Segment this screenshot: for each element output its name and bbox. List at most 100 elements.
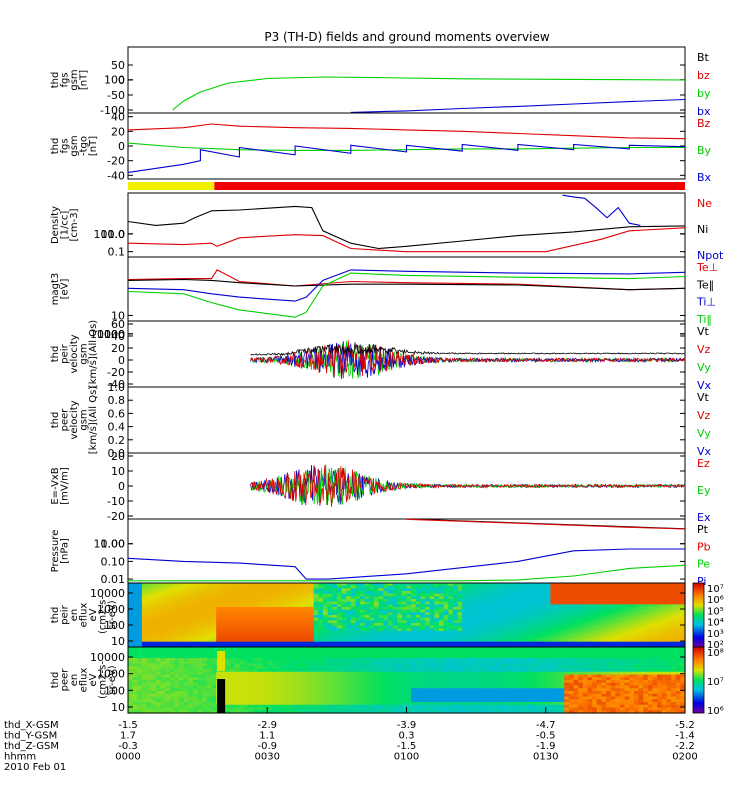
- heatmap-cell: [545, 636, 551, 640]
- heatmap-cell: [531, 612, 538, 616]
- heatmap-cell: [360, 660, 366, 665]
- heatmap-cell: [615, 604, 621, 608]
- heatmap-cell: [494, 599, 500, 603]
- heatmap-cell: [169, 666, 176, 670]
- heatmap-cell: [392, 617, 398, 621]
- heatmap-cell: [146, 599, 152, 603]
- heatmap-cell: [281, 704, 287, 709]
- heatmap-cell: [341, 655, 347, 659]
- heatmap-cell: [220, 583, 227, 587]
- heatmap-cell: [332, 691, 338, 695]
- series-line-Te⊥: [128, 269, 685, 291]
- heatmap-cell: [179, 685, 185, 689]
- heatmap-cell: [146, 596, 152, 600]
- heatmap-cell: [536, 615, 542, 619]
- heatmap-cell: [429, 596, 435, 600]
- heatmap-cell: [244, 655, 250, 659]
- heatmap-cell: [155, 596, 162, 600]
- heatmap-cell: [234, 591, 240, 595]
- heatmap-cell: [253, 615, 259, 619]
- heatmap-cell: [132, 601, 138, 605]
- heatmap-cell: [346, 691, 352, 695]
- heatmap-cell: [267, 710, 273, 714]
- heatmap-cell: [582, 636, 589, 640]
- heatmap-cell: [378, 677, 384, 681]
- heatmap-cell: [369, 585, 375, 589]
- heatmap-cell: [411, 685, 417, 689]
- heatmap-cell: [503, 593, 510, 597]
- heatmap-cell: [383, 660, 389, 665]
- heatmap-cell: [295, 612, 301, 616]
- panel-peer-velocity: 1.00.80.60.40.20.0thdpeervelocitygsm[km/…: [50, 381, 712, 460]
- legend-entry: Vt: [697, 325, 710, 338]
- heatmap-cell: [476, 615, 482, 619]
- heatmap-cell: [151, 696, 157, 700]
- heatmap-cell: [471, 652, 477, 656]
- heatmap-cell: [206, 583, 213, 587]
- heatmap-cell: [438, 674, 445, 678]
- heatmap-cell: [257, 669, 264, 673]
- heatmap-cell: [206, 693, 213, 698]
- heatmap-cell: [327, 710, 333, 714]
- heatmap-cell: [132, 612, 138, 616]
- heatmap-cell: [132, 671, 138, 676]
- heatmap-cell: [248, 693, 254, 698]
- heatmap-cell: [462, 601, 468, 605]
- heatmap-cell: [582, 617, 589, 621]
- heatmap-cell: [406, 628, 412, 632]
- heatmap-cell: [675, 620, 681, 624]
- heatmap-cell: [132, 641, 138, 645]
- heatmap-cell: [322, 625, 329, 629]
- heatmap-cell: [299, 636, 305, 640]
- heatmap-cell: [128, 666, 134, 670]
- heatmap-cell: [438, 663, 445, 667]
- heatmap-cell: [355, 623, 361, 627]
- heatmap-cell: [471, 663, 477, 667]
- heatmap-cell: [541, 644, 547, 648]
- heatmap-cell: [160, 636, 166, 640]
- heatmap-cell: [462, 699, 468, 703]
- heatmap-cell: [309, 669, 315, 673]
- heatmap-cell: [192, 655, 199, 659]
- heatmap-cell: [239, 615, 245, 619]
- heatmap-cell: [476, 685, 482, 689]
- heatmap-cell: [448, 612, 454, 616]
- heatmap-cell: [169, 620, 176, 624]
- heatmap-cell: [281, 588, 287, 592]
- heatmap-cell: [271, 609, 278, 613]
- heatmap-cell: [165, 620, 171, 624]
- heatmap-cell: [290, 688, 296, 692]
- heatmap-cell: [452, 655, 459, 659]
- heatmap-cell: [160, 671, 166, 676]
- heatmap-cell: [671, 641, 677, 645]
- heatmap-cell: [165, 674, 171, 678]
- heatmap-cell: [267, 593, 273, 597]
- heatmap-cell: [239, 666, 245, 670]
- heatmap-cell: [179, 663, 185, 667]
- heatmap-cell: [666, 639, 672, 643]
- heatmap-cell: [174, 615, 180, 619]
- heatmap-cell: [643, 623, 649, 627]
- heatmap-cell: [234, 633, 240, 637]
- heatmap-cell: [657, 644, 663, 648]
- heatmap-cell: [341, 699, 347, 703]
- heatmap-cell: [179, 647, 185, 651]
- heatmap-cell: [322, 612, 329, 616]
- heatmap-cell: [262, 677, 268, 681]
- heatmap-cell: [202, 639, 208, 643]
- heatmap-cell: [480, 674, 487, 678]
- heatmap-cell: [327, 599, 333, 603]
- heatmap-cell: [290, 631, 296, 635]
- heatmap-cell: [276, 609, 282, 613]
- heatmap-cell: [675, 617, 681, 621]
- heatmap-cell: [336, 607, 343, 611]
- heatmap-cell: [244, 601, 250, 605]
- heatmap-cell: [425, 696, 431, 700]
- heatmap-cell: [313, 631, 319, 635]
- heatmap-cell: [452, 607, 459, 611]
- heatmap-cell: [169, 583, 176, 587]
- heatmap-cell: [179, 612, 185, 616]
- heatmap-cell: [244, 666, 250, 670]
- heatmap-cell: [146, 677, 152, 681]
